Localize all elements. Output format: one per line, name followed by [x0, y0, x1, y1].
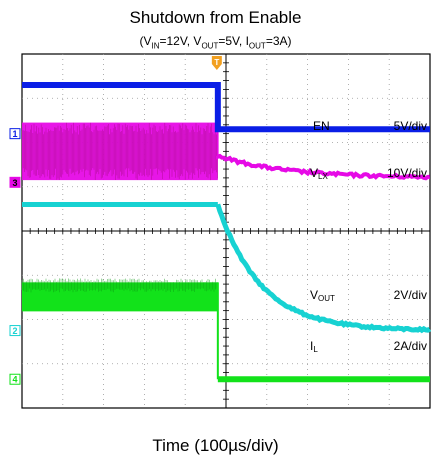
series-label-sub: LX: [318, 172, 328, 181]
channel-marker-box: [9, 373, 21, 385]
vout-line: [22, 201, 431, 334]
channel-marker-box: [9, 176, 21, 188]
series-label-main: V: [310, 166, 318, 180]
channel-marker-2: 2: [9, 325, 21, 337]
series-label-en: EN: [313, 119, 330, 133]
series-label-main: EN: [313, 119, 330, 133]
channel-marker-4: 4: [9, 373, 21, 385]
series-scale-il: 2A/div: [394, 339, 427, 353]
channel-marker-number: 4: [12, 375, 17, 385]
vlx-decay-line: [215, 153, 430, 181]
channel-marker-box: [9, 128, 21, 140]
series-label-sub: L: [313, 345, 318, 354]
channel-marker-number: 3: [12, 178, 17, 188]
trigger-marker: T: [211, 56, 222, 70]
grid: [21, 53, 431, 409]
x-axis-label: Time (100µs/div): [152, 436, 279, 455]
vlx-switching-texture: [21, 122, 218, 181]
series-label-sub: OUT: [318, 294, 335, 303]
series-label-vlx: VLX: [310, 166, 328, 181]
series-scale-vlx: 10V/div: [387, 166, 427, 180]
en-trace: [22, 81, 430, 133]
channel-marker-number: 2: [12, 326, 17, 336]
chart-title: Shutdown from Enable: [129, 8, 302, 27]
vlx-switching-band: [22, 122, 218, 181]
il-trace: [21, 278, 430, 383]
channel-marker-3: 3: [9, 176, 21, 188]
series-label-main: V: [310, 288, 318, 302]
trigger-marker-label: T: [214, 58, 219, 67]
series-label-vout: VOUT: [310, 288, 335, 303]
series-label-il: IL: [310, 339, 318, 354]
series-scale-vout: 2V/div: [394, 288, 427, 302]
en-line: [22, 81, 430, 133]
channel-markers: 1 3 2 4 T: [9, 56, 222, 385]
series-scale-en: 5V/div: [394, 119, 427, 133]
vout-trace: [22, 201, 431, 334]
series-label-main: I: [310, 339, 313, 353]
channel-marker-number: 1: [12, 129, 17, 139]
chart-subtitle: (VIN=12V, VOUT=5V, IOUT=3A): [139, 34, 292, 51]
trigger-marker-shape: [211, 56, 222, 70]
traces: [21, 81, 431, 383]
channel-marker-box: [9, 325, 21, 337]
il-ripple-texture: [21, 278, 218, 293]
channel-marker-1: 1: [9, 128, 21, 140]
